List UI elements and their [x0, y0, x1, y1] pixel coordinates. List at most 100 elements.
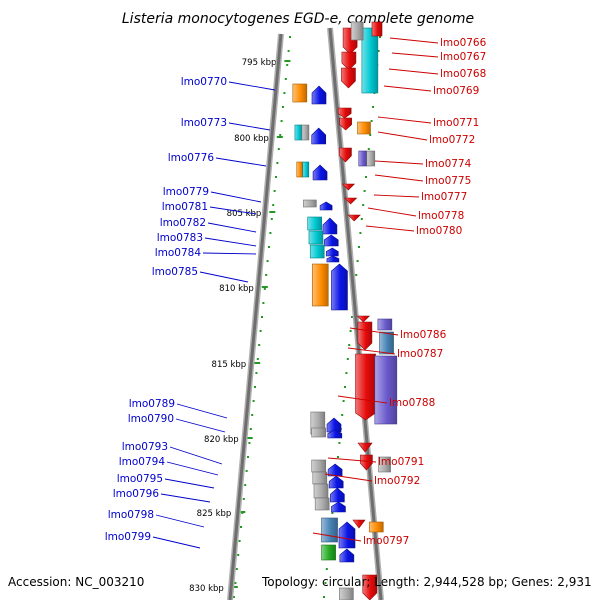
kbp-label: 815 kbp [212, 360, 247, 370]
leader-line [337, 395, 388, 404]
gene-label-forward: lmo0776 [168, 152, 215, 164]
gene-label-forward: lmo0779 [163, 186, 209, 198]
tick-mark [268, 246, 270, 248]
tick-mark [275, 176, 277, 178]
gene-arrow-forward [326, 417, 342, 433]
tick-mark [258, 344, 261, 346]
tick-mark [344, 386, 346, 388]
tick-mark [261, 316, 263, 318]
leader-line [228, 81, 276, 91]
leader-line [215, 157, 267, 167]
tick-mark [239, 511, 246, 513]
gene-arrow-forward [311, 127, 327, 145]
gene-arrow-forward [322, 217, 338, 235]
tick-mark [235, 568, 238, 570]
gene-arrow-forward [327, 429, 343, 439]
gene-label-forward: lmo0790 [128, 413, 174, 425]
tick-mark [244, 484, 247, 486]
tick-mark [276, 136, 283, 138]
tick-mark [370, 120, 373, 122]
tick-mark [261, 286, 268, 288]
gene-arrow-forward [331, 263, 348, 311]
tick-mark [341, 414, 344, 416]
gene-box [313, 483, 329, 499]
tick-mark [277, 148, 280, 150]
tick-mark [272, 204, 275, 206]
gene-labels: lmo0770 lmo0773 lmo0776 lmo0779 lmo0781 lmo07… [105, 37, 487, 547]
leader-line [365, 225, 415, 232]
tick-mark [254, 386, 256, 388]
tick-mark [358, 246, 360, 248]
tick-mark [355, 274, 358, 276]
leader-line [199, 271, 249, 283]
tick-mark [356, 260, 359, 262]
tick-mark [255, 372, 258, 374]
gene-arrow-forward [330, 487, 345, 503]
tick-mark [337, 456, 339, 458]
gene-box [377, 318, 393, 331]
gene-label-forward: lmo0798 [108, 509, 154, 521]
gene-arrow-forward [331, 501, 346, 513]
tick-mark [349, 330, 352, 332]
kbp-label: 795 kbp [242, 58, 277, 68]
tick-mark [365, 176, 367, 178]
gene-label-reverse: lmo0788 [389, 397, 435, 409]
kbp-label: 805 kbp [227, 209, 262, 219]
gene-arrow-forward [311, 85, 327, 105]
tick-mark [245, 470, 248, 472]
leader-line [373, 194, 420, 198]
gene-label-forward: lmo0781 [162, 201, 208, 213]
gene-arrow-reverse [341, 51, 357, 71]
tick-mark [246, 437, 253, 439]
gene-box [339, 587, 354, 600]
tick-mark [269, 211, 276, 213]
gene-arrow-forward [327, 463, 343, 477]
leader-line [228, 122, 271, 131]
gene-arrow-reverse [343, 197, 358, 205]
leader-line [204, 237, 257, 247]
tick-mark [323, 596, 325, 598]
gene-arrow-forward [323, 234, 339, 247]
tick-mark [338, 442, 341, 444]
gene-label-forward: lmo0773 [181, 117, 227, 129]
genome-backbone [227, 27, 384, 600]
gene-arrow-forward [328, 475, 344, 489]
gene-arrow-forward [325, 247, 339, 257]
gene-label-forward: lmo0796 [113, 488, 160, 500]
gene-box [311, 263, 329, 307]
gene-box [311, 459, 327, 473]
gene-label-reverse: lmo0771 [433, 117, 479, 129]
leader-line [377, 116, 432, 124]
leader-line [155, 514, 205, 528]
tick-mark [238, 540, 241, 542]
gene-label-reverse: lmo0777 [421, 191, 467, 203]
tick-mark [262, 302, 265, 304]
tick-mark [273, 190, 276, 192]
gene-box [321, 517, 338, 543]
gene-box [296, 161, 304, 178]
tick-mark [284, 78, 287, 80]
gene-label-reverse: lmo0775 [425, 175, 471, 187]
tick-mark [266, 260, 269, 262]
tick-mark [270, 218, 273, 220]
kbp-label: 820 kbp [204, 435, 239, 445]
tick-mark [242, 498, 245, 500]
gene-label-forward: lmo0794 [119, 456, 166, 468]
tick-mark [259, 330, 262, 332]
gene-box [366, 150, 376, 167]
gene-box [321, 544, 336, 561]
gene-box [358, 150, 368, 167]
leader-line [175, 418, 226, 433]
kbp-label: 825 kbp [197, 509, 232, 519]
label-leader-lines [152, 37, 439, 549]
leader-line [391, 52, 439, 58]
leader-line [166, 461, 219, 476]
leader-line [374, 160, 424, 165]
tick-mark [263, 288, 266, 290]
tick-mark [251, 414, 254, 416]
gene-arrow-reverse [341, 67, 356, 89]
tick-mark [279, 134, 282, 136]
tick-mark [231, 586, 238, 588]
gene-box [312, 471, 328, 485]
